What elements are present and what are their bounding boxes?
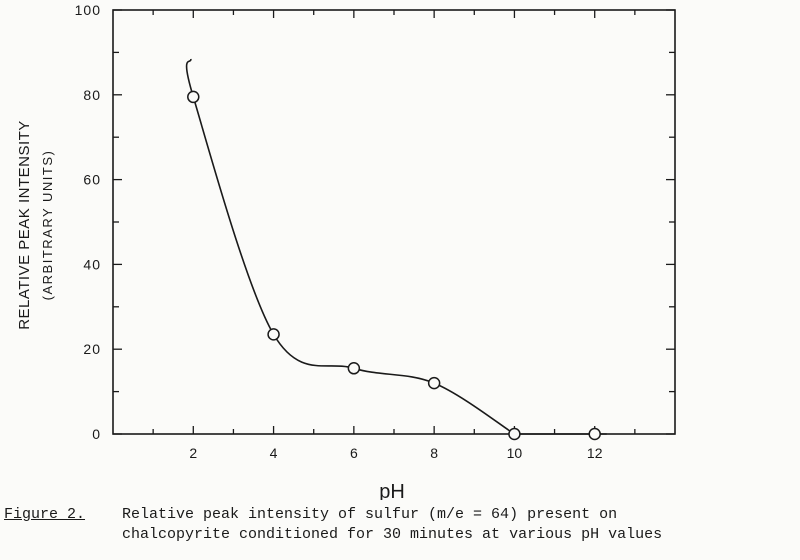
x-tick-label: 12 (587, 445, 603, 461)
caption-line-1: Relative peak intensity of sulfur (m/e =… (122, 506, 618, 523)
data-point (508, 427, 521, 441)
caption-line-2: chalcopyrite conditioned for 30 minutes … (122, 526, 663, 543)
x-tick-label: 8 (430, 445, 438, 461)
y-tick-label: 100 (75, 2, 101, 18)
figure-caption: Figure 2. Relative peak intensity of sul… (4, 505, 794, 545)
caption-label: Figure 2. (4, 506, 86, 523)
data-point (588, 427, 601, 441)
x-tick-label: 10 (507, 445, 523, 461)
x-tick-label: 4 (270, 445, 278, 461)
y-axis-sublabel: (ARBITRARY UNITS) (40, 150, 55, 301)
data-point (187, 90, 200, 104)
y-axis-label: RELATIVE PEAK INTENSITY (16, 120, 33, 330)
data-point (267, 328, 280, 341)
y-tick-label: 40 (83, 256, 101, 272)
plot-border (112, 9, 676, 435)
y-tick-label: 60 (83, 172, 101, 188)
axis-ticks (113, 9, 675, 435)
chart: 0 20 40 60 80 100 2 4 6 8 10 12 pH RELATIVE PEAK IN… (16, 2, 676, 500)
series-markers (187, 90, 601, 441)
data-point (427, 376, 441, 390)
y-tick-label: 20 (83, 341, 101, 357)
y-tick-label: 80 (83, 87, 101, 103)
tick-labels: 0 20 40 60 80 100 2 4 6 8 10 12 (75, 2, 603, 461)
x-axis-label: pH (379, 481, 405, 500)
data-point (347, 362, 361, 375)
plot-frame (112, 9, 676, 435)
x-tick-label: 6 (350, 445, 358, 461)
x-tick-label: 2 (189, 445, 197, 461)
y-tick-label: 0 (92, 426, 101, 442)
series-curve (185, 58, 607, 435)
